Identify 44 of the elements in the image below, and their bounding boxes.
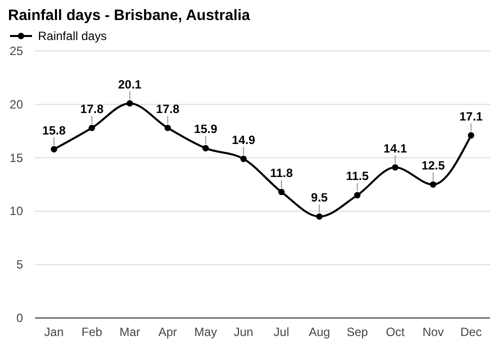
- point: [392, 164, 398, 171]
- y-tick-label: 15: [10, 150, 24, 165]
- point: [164, 124, 171, 132]
- x-tick-label: Mar: [119, 325, 140, 339]
- x-tick-label: Dec: [460, 325, 482, 339]
- x-tick-label: Feb: [82, 325, 103, 339]
- point: [468, 132, 474, 139]
- data-label: 15.9: [194, 122, 218, 136]
- point: [240, 156, 247, 162]
- data-label: 15.8: [42, 123, 66, 138]
- x-tick-label: Oct: [386, 325, 406, 339]
- data-label: 9.5: [311, 190, 328, 205]
- data-label: 20.1: [118, 77, 142, 92]
- x-tick-label: Nov: [422, 325, 444, 339]
- y-tick-label: 25: [10, 44, 24, 58]
- x-tick-label: Jan: [44, 325, 64, 339]
- x-tick-label: May: [194, 325, 217, 339]
- data-label: 14.1: [384, 141, 408, 156]
- point: [430, 181, 436, 188]
- x-tick-label: Jul: [274, 325, 290, 339]
- y-tick-label: 10: [10, 204, 24, 218]
- chart-title: Rainfall days - Brisbane, Australia: [8, 7, 251, 24]
- y-tick-label: 0: [16, 311, 24, 325]
- y-tick-label: 20: [10, 97, 24, 112]
- data-label: 11.5: [346, 169, 369, 184]
- legend-label: Rainfall days: [38, 29, 107, 43]
- point: [316, 213, 323, 220]
- data-label: 17.1: [459, 109, 484, 124]
- point: [354, 192, 360, 198]
- point: [88, 124, 96, 132]
- data-label: 17.8: [156, 102, 180, 116]
- y-tick-label: 5: [16, 258, 24, 272]
- x-tick-label: Sep: [346, 325, 368, 339]
- point: [202, 144, 209, 152]
- data-label: 12.5: [421, 158, 446, 172]
- x-tick-label: Jun: [234, 325, 254, 339]
- x-tick-label: Apr: [158, 325, 178, 339]
- point: [278, 188, 285, 196]
- point: [50, 146, 58, 152]
- data-label: 11.8: [270, 166, 294, 180]
- x-tick-label: Aug: [308, 325, 330, 339]
- point: [126, 100, 133, 107]
- data-label: 17.8: [80, 102, 104, 116]
- data-label: 14.9: [232, 132, 256, 147]
